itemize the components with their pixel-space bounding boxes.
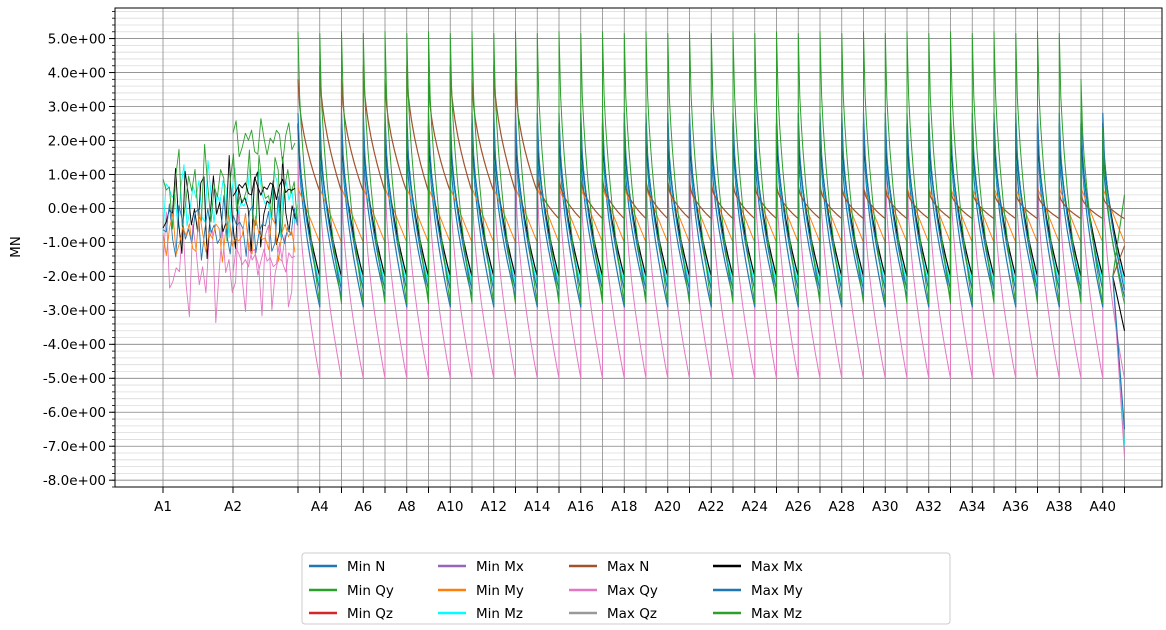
- legend-label: Min Mx: [476, 559, 524, 575]
- legend-label: Min Qz: [347, 606, 393, 622]
- x-tick-label: A30: [872, 499, 898, 515]
- x-tick-label: A20: [655, 499, 681, 515]
- legend-label: Max Mz: [751, 606, 802, 622]
- series-line: [232, 118, 296, 165]
- y-tick-label: 0.0e+00: [48, 201, 106, 217]
- y-tick-label: 3.0e+00: [48, 99, 106, 115]
- series-line: [232, 176, 296, 201]
- y-axis-label: MN: [8, 236, 24, 258]
- x-tick-label: A18: [611, 499, 637, 515]
- series-line: [162, 210, 296, 263]
- x-tick-label: A12: [481, 499, 507, 515]
- legend: Min N Min Qy Min Qz Min Mx Min My Min Mz Max N…: [301, 552, 951, 625]
- y-tick-label: 4.0e+00: [48, 65, 106, 81]
- legend-label: Min N: [347, 559, 385, 575]
- x-tick-label: A26: [785, 499, 811, 515]
- series-line: [162, 195, 298, 261]
- y-tick-label: -1.0e+00: [43, 235, 106, 251]
- series-line: [162, 155, 296, 260]
- series-line: [162, 206, 296, 324]
- legend-label: Min Qy: [347, 583, 394, 599]
- y-axis-ticks: 5.0e+00 4.0e+00 3.0e+00 2.0e+00 1.0e+00 0.0e+…: [43, 10, 115, 489]
- y-tick-label: 5.0e+00: [48, 31, 106, 47]
- x-tick-label: A1: [154, 499, 172, 515]
- x-tick-label: A32: [916, 499, 942, 515]
- legend-label: Min Mz: [476, 606, 523, 622]
- series-layer: [162, 31, 1126, 457]
- x-tick-label: A22: [698, 499, 724, 515]
- x-tick-label: A36: [1003, 499, 1029, 515]
- series-line: [162, 160, 299, 239]
- y-tick-label: -2.0e+00: [43, 269, 106, 285]
- series-line: [232, 242, 296, 276]
- y-tick-label: -3.0e+00: [43, 303, 106, 319]
- legend-label: Max N: [607, 559, 649, 575]
- x-tick-label: A14: [524, 499, 550, 515]
- x-tick-label: A40: [1090, 499, 1116, 515]
- series-line: [162, 143, 298, 242]
- y-tick-label: -4.0e+00: [43, 337, 106, 353]
- series-line: [297, 31, 1125, 305]
- x-tick-label: A34: [959, 499, 985, 515]
- legend-label: Min My: [476, 583, 524, 599]
- series-line: [1112, 245, 1126, 277]
- axes: [114, 7, 1163, 488]
- plot-frame: [114, 7, 1163, 488]
- y-tick-label: 1.0e+00: [48, 167, 106, 183]
- y-tick-label: 2.0e+00: [48, 133, 106, 149]
- y-tick-label: -7.0e+00: [43, 439, 106, 455]
- series-line: [1112, 276, 1126, 430]
- x-tick-label: A38: [1046, 499, 1072, 515]
- legend-box: [301, 552, 951, 625]
- series-line: [1112, 276, 1126, 331]
- x-tick-label: A28: [829, 499, 855, 515]
- x-tick-label: A16: [568, 499, 594, 515]
- legend-label: Max Mx: [751, 559, 803, 575]
- legend-label: Max Qy: [607, 583, 658, 599]
- x-tick-label: A2: [224, 499, 242, 515]
- series-line: [1112, 194, 1126, 277]
- y-tick-label: -5.0e+00: [43, 371, 106, 387]
- x-axis-ticks: A1 A2 A4 A6 A8 A10 A12 A14 A16 A18 A20 A22 A24 A26 A28…: [154, 487, 1125, 515]
- x-tick-label: A10: [437, 499, 463, 515]
- x-tick-label: A6: [354, 499, 372, 515]
- legend-label: Max Qz: [607, 606, 657, 622]
- legend-label: Max My: [751, 583, 803, 599]
- x-tick-label: A8: [398, 499, 416, 515]
- x-tick-label: A24: [742, 499, 768, 515]
- y-tick-label: -6.0e+00: [43, 405, 106, 421]
- x-tick-label: A4: [311, 499, 329, 515]
- y-tick-label: -8.0e+00: [43, 473, 106, 489]
